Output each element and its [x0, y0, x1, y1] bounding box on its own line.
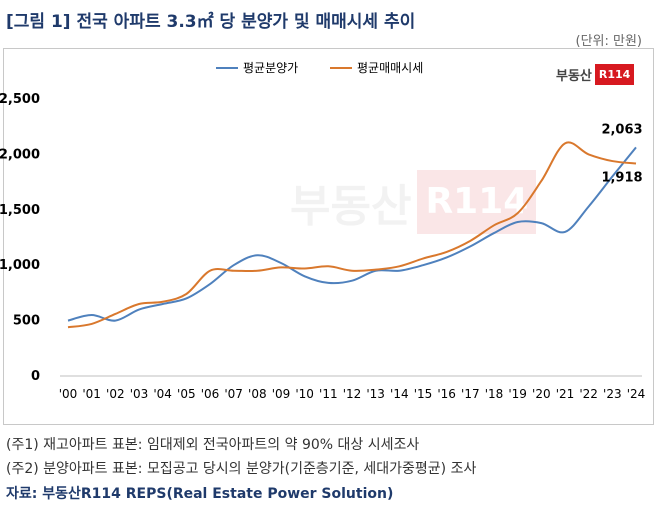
x-tick-label: '00 — [59, 387, 78, 401]
y-tick-label: 0 — [31, 369, 40, 384]
watermark-text: 부동산 — [290, 181, 412, 232]
logo-text: 부동산 — [556, 69, 592, 84]
data-label: 2,063 — [601, 122, 642, 137]
y-tick-label: 1,500 — [0, 203, 40, 218]
x-tick-label: '14 — [390, 387, 409, 401]
chart-title: [그림 1] 전국 아파트 3.3㎡ 당 분양가 및 매매시세 추이 — [6, 12, 416, 32]
series-line-2 — [67, 141, 637, 329]
x-tick-label: '20 — [532, 387, 551, 401]
legend-label: 평균분양가 — [243, 61, 298, 75]
x-tick-label: '24 — [627, 387, 646, 401]
x-tick-label: '05 — [177, 387, 196, 401]
y-tick-label: 2,000 — [0, 147, 40, 162]
x-tick-label: '19 — [508, 387, 527, 401]
watermark-logo: 부동산 R114 — [290, 170, 537, 234]
x-tick-label: '04 — [153, 387, 172, 401]
x-tick-label: '06 — [201, 387, 220, 401]
unit-label: (단위: 만원) — [575, 34, 643, 49]
legend-label: 평균매매시세 — [357, 61, 423, 75]
data-label: 1,918 — [601, 170, 642, 185]
note-2: (주2) 분양아파트 표본: 모집공고 당시의 분양가(기준층기준, 세대가중평… — [6, 461, 477, 477]
x-tick-label: '15 — [414, 387, 433, 401]
note-1: (주1) 재고아파트 표본: 임대제외 전국아파트의 약 90% 대상 시세조사 — [6, 437, 420, 453]
x-tick-label: '23 — [603, 387, 622, 401]
logo-box: R114 — [594, 64, 635, 85]
x-tick-label: '02 — [106, 387, 125, 401]
x-tick-label: '08 — [248, 387, 267, 401]
x-tick-label: '18 — [485, 387, 504, 401]
y-tick-label: 2,500 — [0, 92, 40, 107]
brand-logo: 부동산 R114 — [556, 64, 635, 85]
x-tick-label: '16 — [437, 387, 456, 401]
line-chart: 0 500 1,000 1,500 2,000 2,500 '00 '01 '02 '03 '04 '… — [0, 61, 646, 401]
x-tick-label: '22 — [579, 387, 598, 401]
x-tick-label: '09 — [272, 387, 291, 401]
x-tick-label: '10 — [295, 387, 314, 401]
y-tick-label: 1,000 — [0, 258, 40, 273]
x-tick-label: '07 — [224, 387, 243, 401]
x-tick-label: '13 — [366, 387, 385, 401]
x-tick-label: '03 — [130, 387, 149, 401]
x-tick-label: '17 — [461, 387, 480, 401]
chart-frame — [3, 48, 654, 425]
series-line-1 — [67, 146, 637, 322]
x-tick-label: '21 — [556, 387, 575, 401]
source-label: 자료: 부동산R114 REPS(Real Estate Power Solut… — [6, 486, 394, 502]
x-tick-label: '12 — [343, 387, 362, 401]
x-tick-label: '11 — [319, 387, 338, 401]
y-tick-label: 500 — [13, 314, 40, 329]
x-tick-label: '01 — [82, 387, 101, 401]
watermark-box: R114 — [417, 170, 537, 234]
